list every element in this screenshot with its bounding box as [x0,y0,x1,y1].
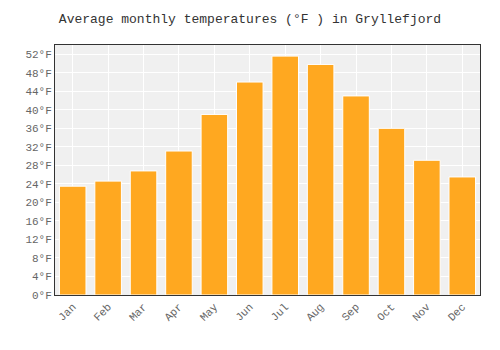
svg-text:Average monthly temperatures (: Average monthly temperatures (°F ) in Gr… [59,12,441,27]
svg-text:40°F: 40°F [25,105,51,117]
svg-text:Jun: Jun [233,301,255,323]
svg-text:Sep: Sep [340,301,362,323]
svg-text:20°F: 20°F [25,197,51,209]
svg-text:0°F: 0°F [32,290,52,302]
svg-text:Feb: Feb [92,301,114,323]
svg-text:May: May [198,301,221,324]
svg-text:Jul: Jul [269,301,291,323]
svg-text:32°F: 32°F [25,142,51,154]
svg-text:Apr: Apr [162,301,184,323]
svg-text:Jan: Jan [56,301,78,323]
svg-text:Nov: Nov [410,301,433,324]
svg-text:28°F: 28°F [25,160,51,172]
svg-text:52°F: 52°F [25,49,51,61]
svg-text:24°F: 24°F [25,179,51,191]
svg-text:36°F: 36°F [25,123,51,135]
svg-text:4°F: 4°F [32,271,52,283]
svg-text:12°F: 12°F [25,234,51,246]
svg-text:8°F: 8°F [32,253,52,265]
svg-text:48°F: 48°F [25,68,51,80]
svg-text:16°F: 16°F [25,216,51,228]
svg-text:Aug: Aug [304,301,326,323]
svg-text:44°F: 44°F [25,86,51,98]
svg-text:Oct: Oct [375,301,397,323]
svg-text:Mar: Mar [127,301,149,323]
svg-text:Dec: Dec [446,301,468,323]
